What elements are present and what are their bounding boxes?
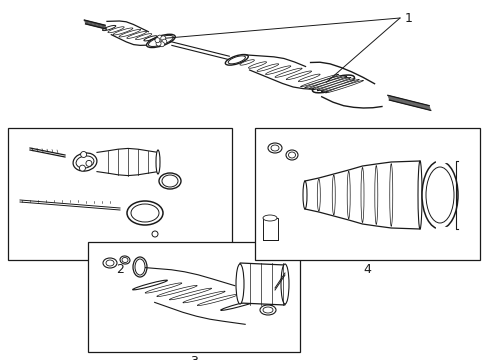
Ellipse shape bbox=[157, 285, 197, 297]
Ellipse shape bbox=[225, 54, 248, 65]
Ellipse shape bbox=[145, 283, 182, 293]
Ellipse shape bbox=[170, 288, 212, 300]
Ellipse shape bbox=[426, 167, 454, 223]
Ellipse shape bbox=[144, 36, 157, 41]
Ellipse shape bbox=[263, 307, 273, 313]
Ellipse shape bbox=[197, 294, 238, 306]
Ellipse shape bbox=[135, 259, 145, 275]
Ellipse shape bbox=[152, 231, 158, 237]
Bar bbox=[8, 128, 232, 260]
Ellipse shape bbox=[313, 75, 354, 93]
Ellipse shape bbox=[375, 166, 378, 224]
Ellipse shape bbox=[286, 150, 298, 160]
Ellipse shape bbox=[281, 264, 289, 304]
Ellipse shape bbox=[303, 181, 307, 209]
Ellipse shape bbox=[275, 68, 302, 77]
Ellipse shape bbox=[162, 39, 167, 44]
Ellipse shape bbox=[148, 35, 173, 46]
Ellipse shape bbox=[108, 27, 124, 33]
Ellipse shape bbox=[361, 167, 364, 222]
Ellipse shape bbox=[317, 77, 350, 90]
Ellipse shape bbox=[136, 33, 152, 40]
Ellipse shape bbox=[332, 175, 335, 215]
Ellipse shape bbox=[79, 165, 85, 171]
Ellipse shape bbox=[133, 280, 168, 290]
Ellipse shape bbox=[162, 175, 178, 187]
Ellipse shape bbox=[131, 204, 159, 222]
Text: 1: 1 bbox=[405, 12, 413, 24]
Ellipse shape bbox=[127, 31, 147, 39]
Ellipse shape bbox=[313, 77, 351, 90]
Ellipse shape bbox=[390, 164, 393, 226]
Ellipse shape bbox=[418, 161, 422, 229]
Ellipse shape bbox=[298, 74, 320, 82]
Ellipse shape bbox=[81, 152, 87, 157]
Ellipse shape bbox=[127, 201, 163, 225]
Bar bbox=[255, 128, 480, 260]
Ellipse shape bbox=[119, 30, 141, 37]
Ellipse shape bbox=[159, 173, 181, 189]
Ellipse shape bbox=[257, 64, 279, 71]
Ellipse shape bbox=[266, 66, 291, 75]
Ellipse shape bbox=[120, 256, 130, 264]
Ellipse shape bbox=[305, 75, 343, 88]
Bar bbox=[88, 242, 300, 352]
Ellipse shape bbox=[321, 80, 359, 92]
Ellipse shape bbox=[248, 62, 267, 68]
Ellipse shape bbox=[161, 36, 166, 41]
Ellipse shape bbox=[268, 143, 282, 153]
Ellipse shape bbox=[263, 215, 277, 221]
Ellipse shape bbox=[156, 150, 160, 174]
Ellipse shape bbox=[133, 257, 147, 277]
Ellipse shape bbox=[113, 28, 133, 35]
Ellipse shape bbox=[309, 76, 347, 89]
Ellipse shape bbox=[271, 145, 279, 151]
Ellipse shape bbox=[76, 156, 94, 168]
Ellipse shape bbox=[102, 26, 116, 31]
Text: 2: 2 bbox=[116, 263, 124, 276]
Ellipse shape bbox=[317, 78, 355, 91]
Ellipse shape bbox=[325, 80, 364, 93]
Ellipse shape bbox=[86, 161, 92, 166]
Ellipse shape bbox=[183, 291, 225, 303]
Ellipse shape bbox=[73, 153, 97, 171]
Ellipse shape bbox=[103, 258, 117, 268]
Ellipse shape bbox=[318, 179, 320, 211]
Ellipse shape bbox=[260, 305, 276, 315]
Ellipse shape bbox=[220, 300, 259, 310]
Ellipse shape bbox=[159, 42, 165, 47]
Ellipse shape bbox=[236, 264, 244, 304]
Ellipse shape bbox=[286, 71, 312, 80]
Bar bbox=[263, 218, 278, 240]
Ellipse shape bbox=[122, 257, 128, 262]
Ellipse shape bbox=[228, 56, 245, 64]
Text: 3: 3 bbox=[190, 355, 198, 360]
Ellipse shape bbox=[147, 34, 175, 48]
Ellipse shape bbox=[106, 260, 114, 266]
Text: 4: 4 bbox=[364, 263, 371, 276]
Ellipse shape bbox=[155, 38, 160, 43]
Ellipse shape bbox=[300, 74, 339, 87]
Ellipse shape bbox=[422, 161, 458, 229]
Polygon shape bbox=[240, 263, 285, 305]
Ellipse shape bbox=[157, 35, 162, 40]
Ellipse shape bbox=[240, 60, 254, 65]
Ellipse shape bbox=[289, 152, 295, 158]
Ellipse shape bbox=[347, 171, 350, 219]
Ellipse shape bbox=[156, 41, 161, 46]
